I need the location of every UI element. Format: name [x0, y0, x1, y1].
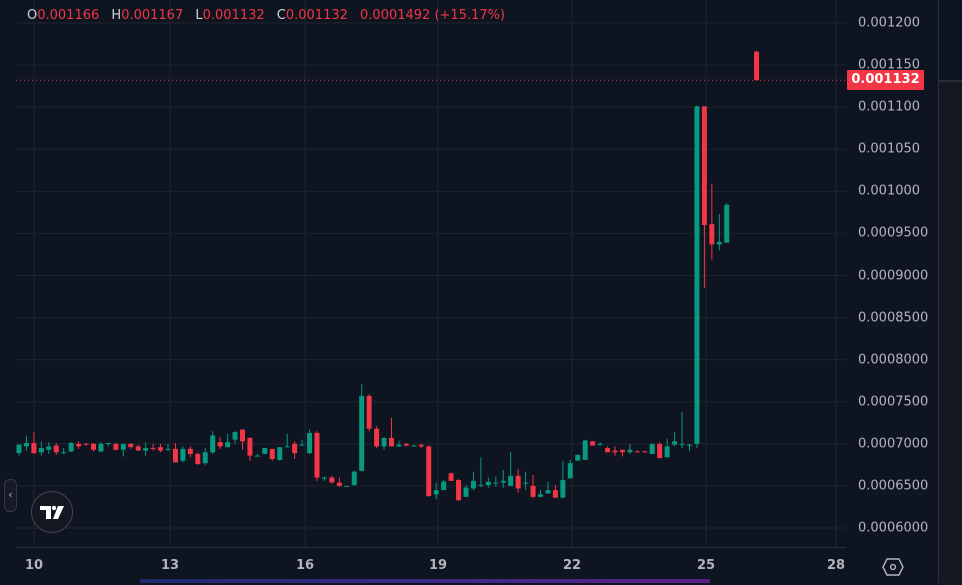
high-value: 0.001167 [121, 8, 184, 23]
tradingview-logo-icon [40, 505, 64, 519]
high-key: H [111, 8, 122, 23]
last-price-tag: 0.001132 [847, 70, 924, 91]
candles [16, 50, 760, 502]
price-axis[interactable]: 0.0006000 0.0006500 0.0007000 0.0007500 0.00… [846, 0, 938, 548]
open-key: O [27, 8, 38, 23]
hexagon-gear-icon [882, 558, 904, 576]
low-value: 0.001132 [202, 8, 265, 23]
price-chart[interactable] [0, 0, 846, 548]
open-value: 0.001166 [37, 8, 100, 23]
time-axis[interactable]: 10 13 16 19 22 25 28 [0, 548, 846, 583]
price-tick-label: 0.0008000 [858, 352, 929, 368]
price-tick-label: 0.0009000 [858, 268, 929, 283]
price-tick-label: 0.001050 [858, 141, 921, 157]
chevron-left-icon: ‹ [8, 488, 13, 501]
right-panel [939, 80, 962, 585]
time-tick-label: 13 [160, 558, 180, 573]
price-tick-label: 0.0008500 [858, 310, 929, 326]
time-tick-label: 25 [696, 558, 716, 573]
price-tick-label: 0.001100 [858, 99, 921, 115]
collapse-panel-button[interactable]: ‹ [4, 479, 17, 512]
change-value: 0.0001492 (+15.17%) [360, 8, 506, 23]
time-tick-label: 28 [826, 558, 846, 573]
price-tick-label: 0.0007000 [858, 436, 929, 452]
close-key: C [276, 8, 286, 23]
close-value: 0.001132 [285, 8, 348, 23]
bottom-bar-accent [140, 579, 710, 583]
price-tick-label: 0.001150 [858, 57, 921, 73]
price-tick-label: 0.001200 [858, 15, 921, 31]
right-toolbar-edge [938, 0, 962, 585]
time-tick-label: 10 [24, 558, 44, 573]
tradingview-logo[interactable] [31, 491, 73, 533]
time-tick-label: 16 [295, 558, 315, 573]
price-tick-label: 0.001000 [858, 183, 921, 199]
price-tick-label: 0.0009500 [858, 225, 929, 241]
ohlc-legend: O0.001166 H0.001167 L0.001132 C0.001132 … [27, 8, 513, 23]
grid-lines [16, 0, 846, 548]
time-tick-label: 19 [428, 558, 448, 573]
price-tick-label: 0.0006000 [858, 520, 929, 536]
price-tick-label: 0.0006500 [858, 478, 929, 494]
settings-button[interactable] [880, 556, 906, 578]
price-tick-label: 0.0007500 [858, 394, 929, 410]
low-key: L [195, 8, 203, 23]
time-tick-label: 22 [562, 558, 582, 573]
